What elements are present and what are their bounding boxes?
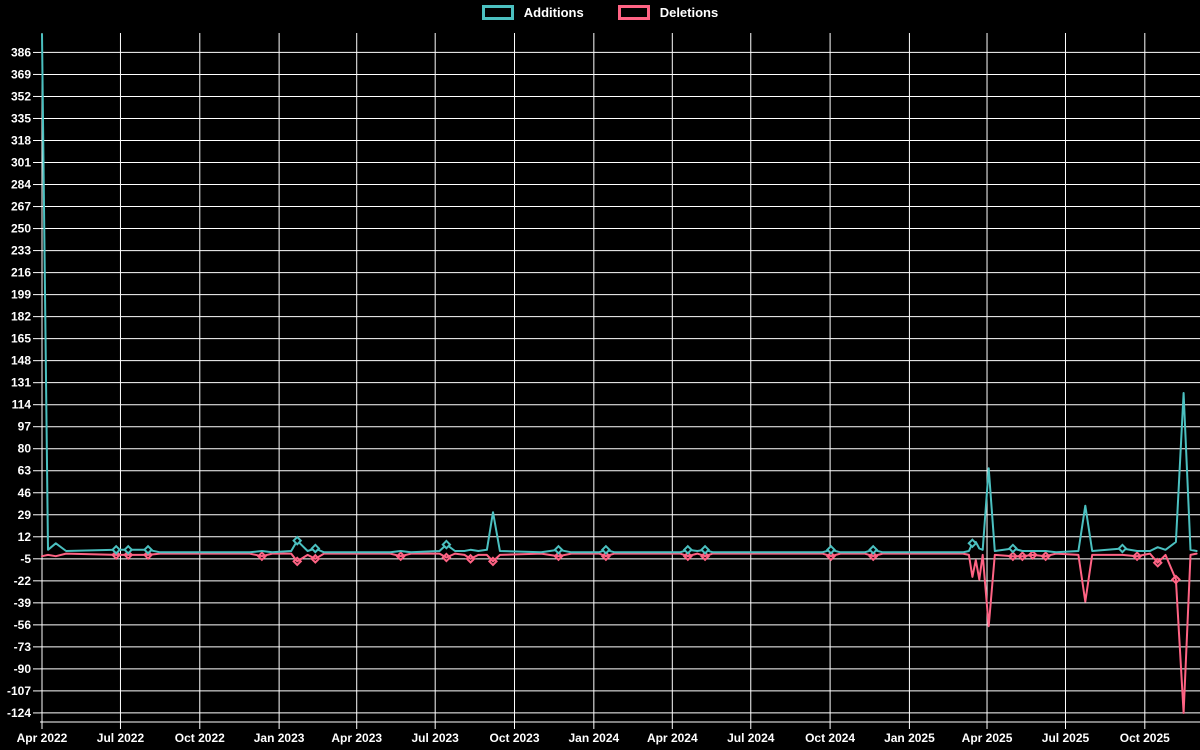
legend-label-additions: Additions bbox=[523, 5, 584, 20]
chart-legend: Additions Deletions bbox=[0, 5, 1200, 20]
x-axis-labels: Apr 2022 Jul 2022 Oct 2022 Jan 2023 Apr 2023… bbox=[17, 731, 1171, 745]
x-axis-tick-label: Jul 2024 bbox=[727, 731, 775, 745]
y-axis-labels: 386 369 352 335 318 301 284 267 250 233 216 199 182 1… bbox=[7, 45, 31, 720]
x-axis-tick-label: Oct 2022 bbox=[175, 731, 225, 745]
addition-point-marker bbox=[292, 535, 303, 546]
legend-label-deletions: Deletions bbox=[659, 5, 719, 20]
x-axis-tick-label: Apr 2023 bbox=[331, 731, 382, 745]
y-axis-tick-label: -73 bbox=[14, 640, 32, 654]
x-axis-tick-label: Oct 2025 bbox=[1120, 731, 1170, 745]
y-axis-tick-label: 12 bbox=[18, 530, 32, 544]
series-layer bbox=[41, 33, 1198, 714]
x-axis-tick-label: Jan 2023 bbox=[254, 731, 305, 745]
x-axis-tick-label: Oct 2024 bbox=[805, 731, 855, 745]
additions-markers bbox=[111, 535, 1128, 555]
legend-item-deletions[interactable]: Deletions bbox=[617, 5, 719, 20]
y-axis-tick-label: -5 bbox=[20, 552, 31, 566]
addition-point-marker bbox=[682, 544, 693, 555]
addition-point-marker bbox=[825, 544, 836, 555]
y-axis-tick-label: 46 bbox=[18, 486, 32, 500]
additions-swatch-icon bbox=[481, 5, 514, 20]
y-axis-tick-label: 216 bbox=[11, 266, 31, 280]
y-axis-tick-label: 165 bbox=[11, 332, 31, 346]
y-axis-tick-label: -90 bbox=[14, 662, 32, 676]
addition-point-marker bbox=[123, 544, 134, 555]
addition-point-marker bbox=[441, 539, 452, 550]
y-axis-tick-label: 318 bbox=[11, 133, 31, 147]
addition-point-marker bbox=[600, 544, 611, 555]
addition-point-marker bbox=[111, 544, 122, 555]
x-axis-tick-label: Jan 2025 bbox=[884, 731, 935, 745]
gridlines bbox=[33, 33, 1200, 729]
y-axis-tick-label: -22 bbox=[14, 574, 32, 588]
y-axis-tick-label: 63 bbox=[18, 464, 32, 478]
x-axis-tick-label: Jul 2023 bbox=[411, 731, 459, 745]
y-axis-tick-label: 267 bbox=[11, 200, 31, 214]
addition-point-marker bbox=[1007, 543, 1018, 554]
x-axis-tick-label: Jan 2024 bbox=[568, 731, 619, 745]
y-axis-tick-label: 369 bbox=[11, 67, 31, 81]
legend-item-additions[interactable]: Additions bbox=[481, 5, 584, 20]
y-axis-tick-label: 335 bbox=[11, 111, 31, 125]
y-axis-tick-label: 284 bbox=[11, 178, 31, 192]
x-axis-tick-label: Jul 2022 bbox=[97, 731, 145, 745]
y-axis-tick-label: -39 bbox=[14, 596, 32, 610]
y-axis-tick-label: -124 bbox=[7, 706, 31, 720]
addition-point-marker bbox=[553, 544, 564, 555]
addition-point-marker bbox=[143, 544, 154, 555]
addition-point-marker bbox=[967, 538, 978, 549]
y-axis-tick-label: -107 bbox=[7, 684, 31, 698]
x-axis-tick-label: Jul 2025 bbox=[1042, 731, 1090, 745]
x-axis-tick-label: Apr 2022 bbox=[17, 731, 68, 745]
addition-point-marker bbox=[700, 544, 711, 555]
y-axis-tick-label: 182 bbox=[11, 310, 31, 324]
y-axis-tick-label: 114 bbox=[12, 398, 32, 412]
addition-point-marker bbox=[310, 543, 321, 554]
x-axis-tick-label: Oct 2023 bbox=[489, 731, 539, 745]
y-axis-tick-label: 97 bbox=[18, 420, 32, 434]
x-axis-tick-label: Apr 2025 bbox=[962, 731, 1013, 745]
y-axis-tick-label: -56 bbox=[14, 618, 32, 632]
x-axis-tick-label: Apr 2024 bbox=[647, 731, 698, 745]
y-axis-tick-label: 131 bbox=[11, 376, 31, 390]
y-axis-tick-label: 301 bbox=[11, 156, 31, 170]
addition-point-marker bbox=[1117, 543, 1128, 554]
y-axis-tick-label: 386 bbox=[11, 45, 31, 59]
deletions-swatch-icon bbox=[617, 5, 650, 20]
y-axis-tick-label: 80 bbox=[18, 442, 32, 456]
addition-point-marker bbox=[868, 544, 879, 555]
series-line-additions bbox=[41, 33, 1198, 554]
y-axis-tick-label: 250 bbox=[11, 222, 31, 236]
y-axis-tick-label: 29 bbox=[18, 508, 32, 522]
y-axis-tick-label: 352 bbox=[11, 89, 31, 103]
y-axis-tick-label: 199 bbox=[11, 288, 31, 302]
y-axis-tick-label: 148 bbox=[11, 354, 31, 368]
y-axis-tick-label: 233 bbox=[11, 244, 31, 258]
series-line-deletions bbox=[41, 552, 1198, 714]
